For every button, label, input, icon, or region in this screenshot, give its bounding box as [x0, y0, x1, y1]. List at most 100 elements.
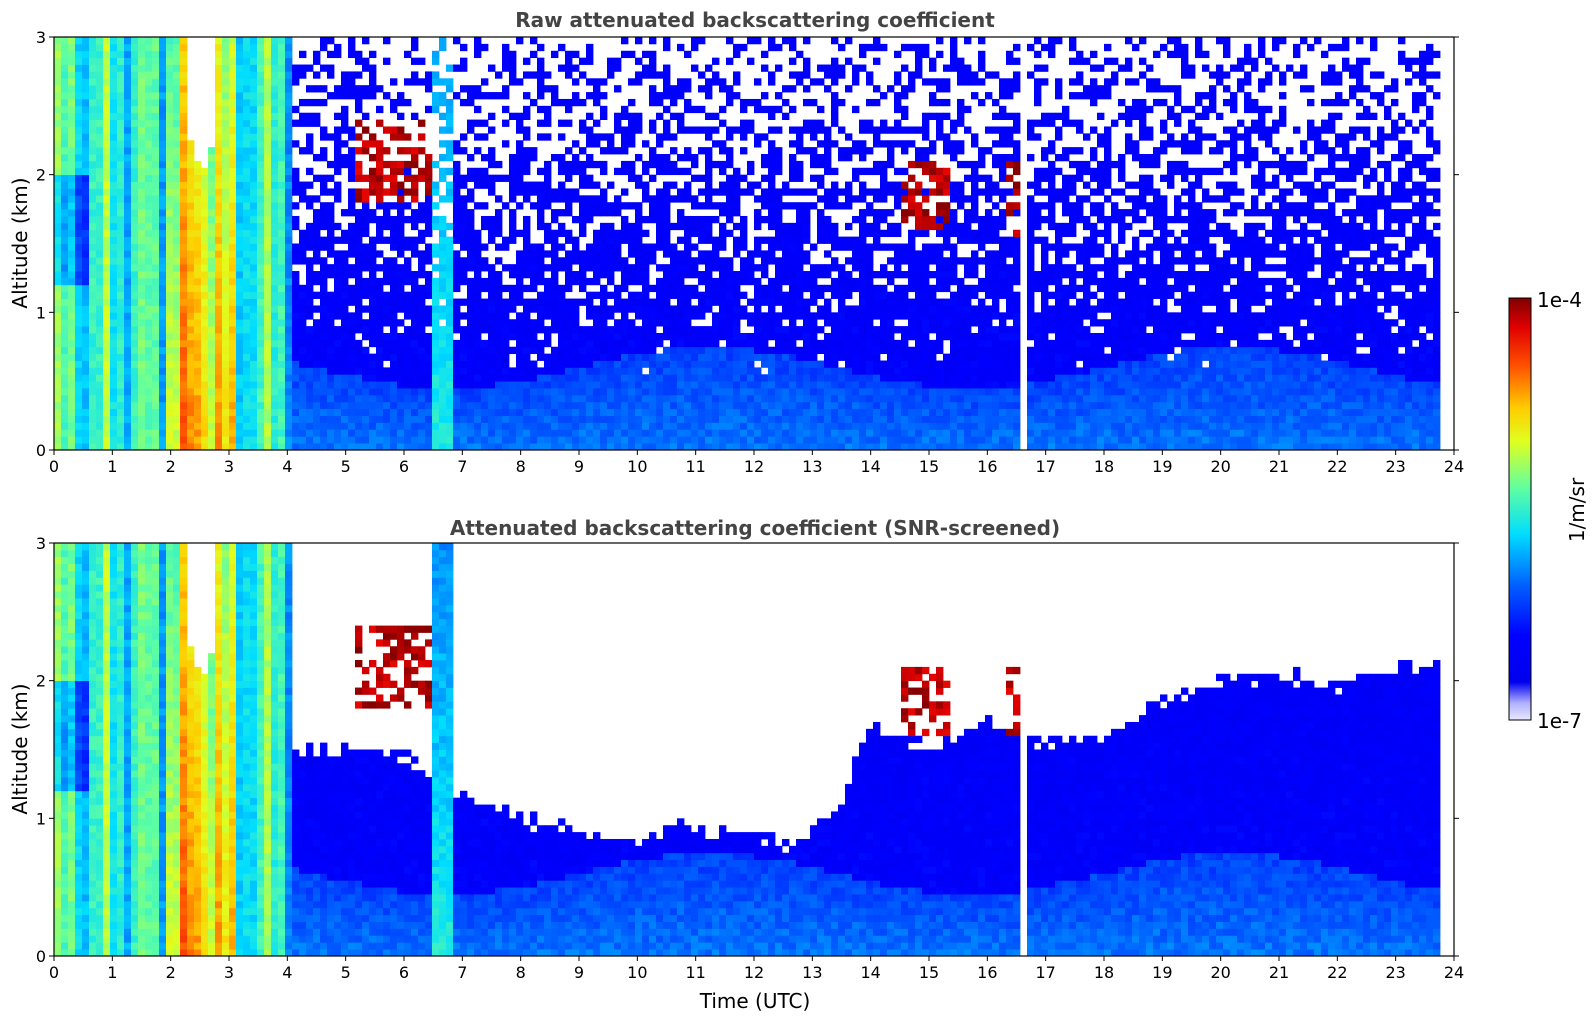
- heatmap-cell: [691, 353, 699, 361]
- heatmap-cell: [54, 85, 62, 93]
- heatmap-cell: [516, 415, 524, 423]
- heatmap-cell: [642, 415, 650, 423]
- heatmap-cell: [110, 154, 118, 162]
- heatmap-cell: [138, 154, 146, 162]
- heatmap-cell: [586, 195, 594, 203]
- heatmap-cell: [418, 346, 426, 355]
- heatmap-cell: [698, 312, 706, 320]
- heatmap-cell: [460, 57, 468, 65]
- heatmap-cell: [509, 422, 517, 430]
- heatmap-cell: [271, 112, 279, 120]
- heatmap-cell: [621, 408, 629, 416]
- heatmap-cell: [159, 319, 167, 327]
- heatmap-cell: [61, 126, 69, 134]
- heatmap-cell: [558, 422, 566, 430]
- heatmap-cell: [131, 243, 139, 251]
- heatmap-cell: [103, 422, 111, 430]
- heatmap-cell: [138, 319, 146, 327]
- heatmap-cell: [96, 264, 104, 272]
- heatmap-cell: [194, 381, 202, 389]
- heatmap-cell: [362, 415, 370, 423]
- heatmap-cell: [278, 277, 286, 286]
- heatmap-cell: [726, 388, 734, 396]
- heatmap-cell: [68, 408, 76, 416]
- heatmap-cell: [579, 71, 587, 79]
- heatmap-cell: [544, 415, 552, 423]
- heatmap-cell: [544, 408, 552, 416]
- heatmap-cell: [460, 229, 468, 238]
- heatmap-cell: [89, 298, 97, 306]
- heatmap-cell: [145, 367, 153, 375]
- heatmap-cell: [82, 43, 90, 52]
- heatmap-cell: [789, 346, 797, 355]
- heatmap-cell: [621, 374, 629, 382]
- heatmap-cell: [306, 408, 314, 416]
- heatmap-cell: [243, 57, 251, 65]
- heatmap-cell: [131, 154, 139, 162]
- heatmap-cell: [768, 215, 776, 224]
- heatmap-cell: [439, 98, 447, 107]
- heatmap-cell: [215, 236, 223, 244]
- heatmap-cell: [551, 50, 559, 59]
- heatmap-cell: [432, 401, 440, 410]
- heatmap-cell: [180, 209, 188, 217]
- heatmap-cell: [432, 222, 440, 231]
- heatmap-cell: [705, 346, 713, 355]
- heatmap-cell: [313, 305, 321, 313]
- heatmap-cell: [236, 78, 244, 86]
- heatmap-cell: [411, 43, 419, 52]
- heatmap-cell: [516, 126, 524, 134]
- heatmap-cell: [397, 209, 405, 217]
- heatmap-cell: [593, 209, 601, 217]
- heatmap-cell: [754, 332, 762, 341]
- heatmap-cell: [663, 181, 671, 189]
- heatmap-cell: [82, 154, 90, 162]
- heatmap-cell: [558, 429, 566, 437]
- heatmap-cell: [215, 160, 223, 169]
- heatmap-cell: [376, 174, 384, 182]
- heatmap-cell: [194, 243, 202, 251]
- heatmap-cell: [474, 85, 482, 93]
- heatmap-cell: [782, 429, 790, 437]
- heatmap-cell: [376, 160, 384, 169]
- heatmap-cell: [691, 37, 699, 45]
- heatmap-cell: [439, 339, 447, 348]
- heatmap-cell: [516, 188, 524, 196]
- heatmap-cell: [642, 181, 650, 189]
- heatmap-cell: [89, 174, 97, 182]
- heatmap-cell: [159, 284, 167, 293]
- heatmap-cell: [334, 394, 342, 403]
- heatmap-cell: [558, 264, 566, 272]
- heatmap-cell: [705, 305, 713, 313]
- heatmap-cell: [474, 332, 482, 341]
- heatmap-cell: [145, 98, 153, 107]
- heatmap-cell: [586, 126, 594, 134]
- heatmap-cell: [117, 140, 125, 148]
- heatmap-cell: [54, 312, 62, 320]
- heatmap-cell: [75, 105, 83, 114]
- heatmap-cell: [509, 401, 517, 410]
- heatmap-cell: [61, 401, 69, 410]
- heatmap-cell: [397, 298, 405, 306]
- heatmap-cell: [537, 64, 545, 72]
- heatmap-cell: [264, 181, 272, 189]
- heatmap-cell: [558, 388, 566, 396]
- heatmap-cell: [488, 332, 496, 341]
- heatmap-cell: [75, 85, 83, 93]
- heatmap-cell: [586, 78, 594, 86]
- heatmap-cell: [89, 57, 97, 65]
- heatmap-cell: [166, 277, 174, 286]
- heatmap-cell: [180, 415, 188, 423]
- heatmap-cell: [369, 415, 377, 423]
- heatmap-cell: [642, 271, 650, 279]
- heatmap-cell: [397, 195, 405, 203]
- heatmap-cell: [593, 119, 601, 127]
- heatmap-cell: [89, 202, 97, 210]
- heatmap-cell: [229, 284, 237, 293]
- heatmap-cell: [509, 374, 517, 382]
- heatmap-cell: [691, 291, 699, 299]
- heatmap-cell: [82, 119, 90, 127]
- heatmap-cell: [523, 229, 531, 238]
- heatmap-cell: [61, 37, 69, 45]
- heatmap-cell: [166, 78, 174, 86]
